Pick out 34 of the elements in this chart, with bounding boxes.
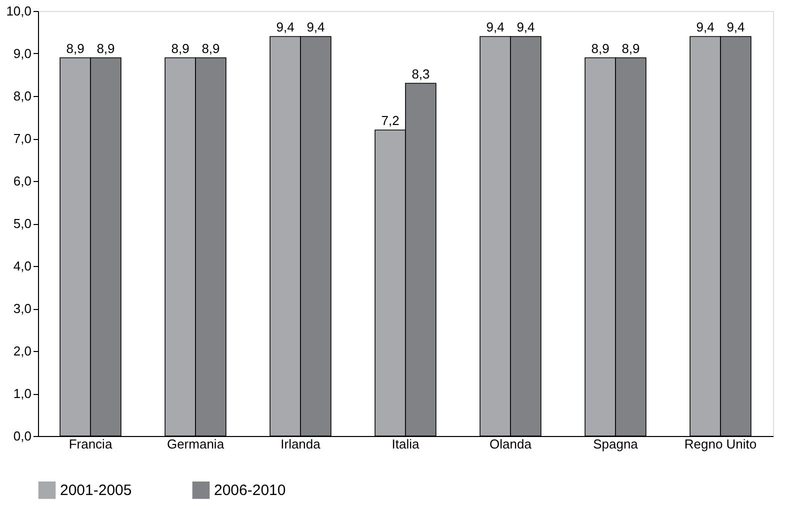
y-tick-label: 4,0 (13, 258, 32, 274)
data-label: 7,2 (381, 113, 400, 128)
x-tick-label: Regno Unito (684, 436, 757, 452)
y-tick-label: 2,0 (13, 344, 32, 358)
y-tick-label: 8,0 (13, 88, 32, 104)
y-tick-label: 1,0 (13, 386, 32, 401)
data-label: 9,4 (306, 20, 325, 34)
data-label: 9,4 (696, 20, 714, 34)
data-label: 8,9 (96, 40, 115, 56)
x-tick-label: Irlanda (280, 436, 322, 452)
data-label: 9,4 (486, 20, 504, 34)
y-tick-label: 9,0 (13, 46, 32, 61)
y-tick-label: 3,0 (13, 301, 32, 316)
legend-label: 2001-2005 (60, 482, 132, 500)
x-tick-label: Francia (68, 436, 113, 452)
y-tick-label: 0,0 (13, 428, 32, 444)
data-label: 8,9 (66, 40, 84, 56)
x-tick-label: Spagna (593, 436, 639, 452)
data-label: 9,4 (516, 20, 535, 34)
x-tick-label: Olanda (490, 436, 532, 452)
data-label: 9,4 (726, 20, 745, 34)
x-tick-label: Italia (392, 436, 420, 452)
data-label: 8,3 (412, 66, 430, 82)
y-tick-label: 10,0 (6, 4, 32, 18)
y-tick-label: 6,0 (13, 174, 32, 188)
data-label: 9,4 (276, 20, 294, 34)
x-tick-label: Germania (166, 436, 225, 452)
y-tick-label: 5,0 (13, 216, 32, 231)
data-label: 8,9 (591, 40, 610, 56)
data-label: 8,9 (202, 40, 220, 56)
y-tick-label: 7,0 (13, 131, 32, 146)
data-label: 8,9 (171, 40, 190, 56)
legend-label: 2006-2010 (214, 482, 286, 500)
data-label: 8,9 (622, 40, 640, 56)
